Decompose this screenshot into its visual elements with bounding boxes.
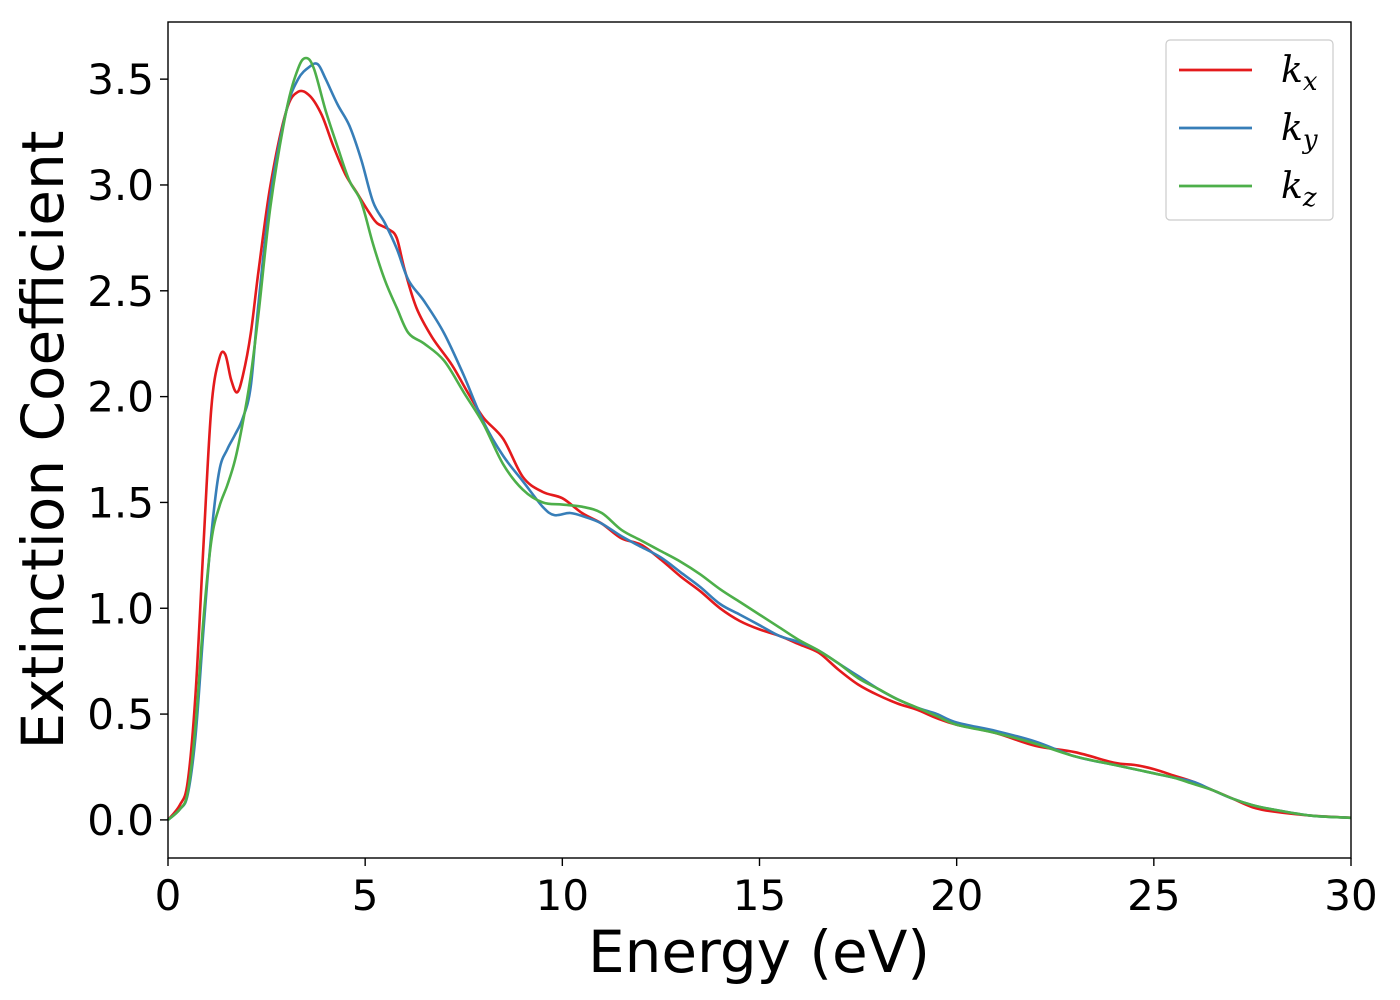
y-tick-label: 2.0: [87, 373, 154, 422]
x-tick-label: 10: [536, 871, 589, 920]
x-tick-label: 0: [155, 871, 182, 920]
series-layer: [166, 56, 1352, 821]
legend-box: [1165, 39, 1334, 221]
y-tick-label: 0.0: [87, 796, 154, 845]
x-axis-label: Energy (eV): [588, 918, 930, 986]
x-tick-label: 5: [352, 871, 379, 920]
plot-frame: [167, 21, 1352, 859]
legend-label-y: ky: [1281, 108, 1318, 155]
y-tick-label: 2.5: [87, 267, 154, 316]
legend-label-z: kz: [1281, 166, 1317, 213]
x-axis-ticks: 0 5 10 15 20 25 30: [155, 858, 1378, 920]
x-tick-label: 30: [1324, 871, 1377, 920]
y-tick-label: 1.5: [87, 478, 154, 527]
y-axis-label: Extinction Coefficient: [9, 131, 77, 750]
legend: kx ky kz: [1165, 39, 1334, 221]
x-tick-label: 20: [930, 871, 983, 920]
y-tick-label: 1.0: [87, 584, 154, 633]
legend-label-x: kx: [1281, 50, 1318, 97]
y-axis-ticks: 0.0 0.5 1.0 1.5 2.0 2.5 3.0 3.5: [87, 55, 168, 845]
x-tick-label: 25: [1127, 871, 1180, 920]
series-line-z: [167, 56, 1352, 821]
x-tick-label: 15: [733, 871, 786, 920]
y-tick-label: 0.5: [87, 690, 154, 739]
y-tick-label: 3.5: [87, 55, 154, 104]
y-tick-label: 3.0: [87, 161, 154, 210]
